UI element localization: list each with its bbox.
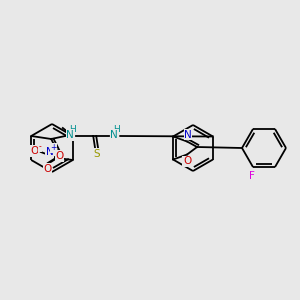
Text: N: N: [184, 130, 192, 140]
Text: H: H: [113, 124, 120, 134]
Text: O: O: [183, 157, 191, 166]
Text: -: -: [38, 142, 41, 152]
Text: N: N: [66, 130, 74, 140]
Text: N: N: [46, 147, 54, 157]
Text: O: O: [55, 151, 63, 161]
Text: F: F: [249, 171, 255, 181]
Text: S: S: [93, 149, 100, 159]
Text: O: O: [31, 146, 39, 156]
Text: O: O: [44, 164, 52, 174]
Text: H: H: [69, 124, 76, 134]
Text: N: N: [110, 130, 118, 140]
Text: +: +: [51, 143, 57, 152]
